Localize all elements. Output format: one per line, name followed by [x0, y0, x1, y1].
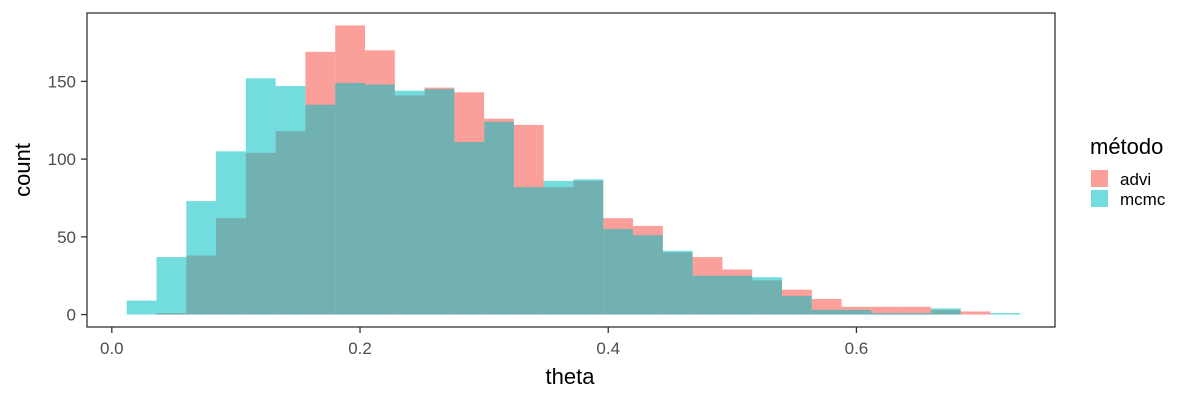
bar-mcmc [513, 187, 544, 315]
bar-mcmc [990, 313, 1021, 315]
bar-mcmc [841, 309, 872, 315]
bar-mcmc [871, 313, 902, 315]
bar-mcmc [186, 201, 217, 315]
bar-mcmc [722, 275, 753, 315]
y-tick-label: 50 [57, 228, 76, 247]
legend-key-mcmc [1091, 190, 1108, 207]
bar-mcmc [930, 308, 961, 315]
bar-advi [871, 306, 902, 315]
bar-mcmc [364, 84, 395, 315]
series-mcmc [126, 78, 1021, 315]
bar-mcmc [424, 89, 455, 315]
bar-mcmc [633, 235, 663, 315]
legend-label-advi: advi [1120, 170, 1151, 189]
legend-label-mcmc: mcmc [1120, 190, 1166, 209]
bar-mcmc [216, 151, 246, 315]
bar-mcmc [901, 313, 931, 315]
bar-mcmc [603, 229, 634, 315]
bar-mcmc [394, 90, 425, 315]
bar-mcmc [484, 121, 514, 315]
bar-mcmc [662, 250, 693, 315]
x-axis: 0.0 0.2 0.4 0.6 [100, 327, 868, 358]
y-tick-label: 0 [67, 306, 76, 325]
y-tick-label: 150 [48, 72, 76, 91]
y-axis-title: count [10, 143, 35, 197]
bar-mcmc [126, 300, 157, 315]
bar-mcmc [305, 104, 336, 315]
bar-advi [960, 311, 991, 315]
x-tick-label: 0.6 [845, 339, 869, 358]
bar-mcmc [781, 295, 812, 315]
bar-mcmc [692, 275, 723, 315]
x-tick-label: 0.2 [348, 339, 372, 358]
legend: método advi mcmc [1090, 134, 1166, 209]
bar-mcmc [811, 309, 842, 315]
bar-mcmc [245, 78, 276, 315]
bar-mcmc [543, 180, 574, 315]
bar-mcmc [156, 257, 187, 315]
y-axis: 0 50 100 150 [48, 72, 87, 325]
bar-mcmc [275, 86, 306, 315]
legend-key-advi [1091, 170, 1108, 187]
bar-mcmc [573, 179, 604, 315]
y-tick-label: 100 [48, 150, 76, 169]
legend-title: método [1090, 134, 1163, 159]
panel-border [86, 12, 1056, 328]
bar-advi [901, 306, 931, 315]
bar-mcmc [335, 82, 365, 315]
x-tick-label: 0.4 [596, 339, 620, 358]
x-tick-label: 0.0 [100, 339, 124, 358]
bar-mcmc [454, 142, 485, 315]
x-axis-title: theta [546, 364, 596, 389]
bar-mcmc [752, 277, 782, 315]
bars-layer [126, 25, 1021, 315]
